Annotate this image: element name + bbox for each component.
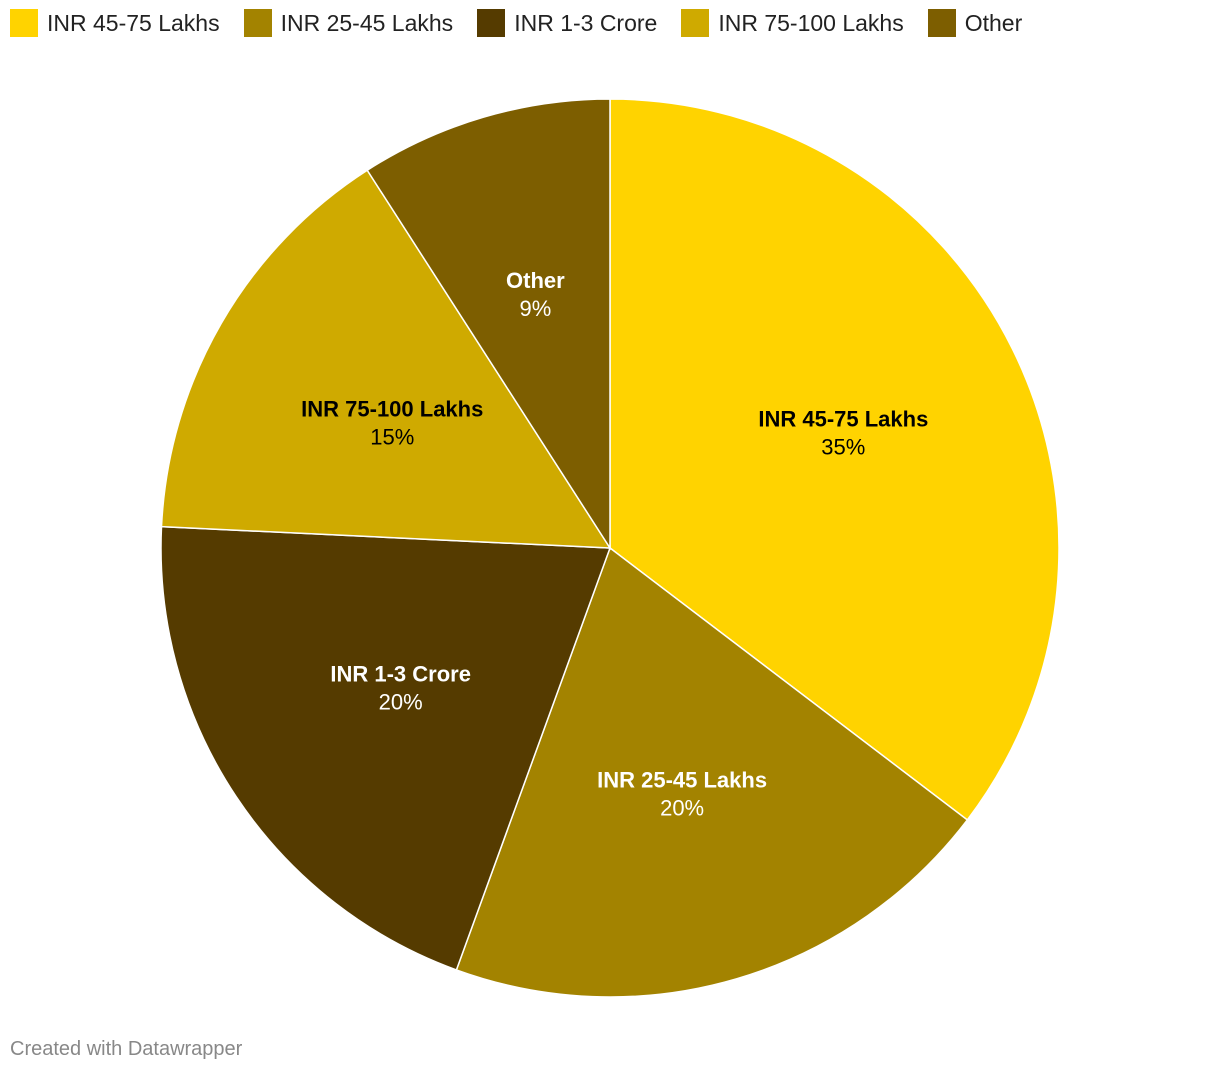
legend-item-inr-1-3-crore: INR 1-3 Crore bbox=[477, 9, 657, 37]
pie-slice-other bbox=[366, 98, 611, 551]
credit-text: Created with Datawrapper bbox=[10, 1038, 243, 1060]
legend-label: Other bbox=[964, 9, 1023, 36]
pie-labels: INR 45-75 Lakhs 35% INR 25-45 Lakhs 20% INR … bbox=[301, 268, 928, 821]
legend-label: INR 25-45 Lakhs bbox=[280, 9, 454, 36]
legend-item-inr-45-75-lakhs: INR 45-75 Lakhs bbox=[10, 9, 220, 37]
legend-label: INR 75-100 Lakhs bbox=[718, 9, 904, 36]
slice-value-label: 20% bbox=[660, 796, 704, 821]
slice-label: INR 75-100 Lakhs bbox=[301, 396, 483, 421]
slice-value-label: 35% bbox=[821, 434, 865, 459]
slice-value-label: 20% bbox=[379, 689, 423, 714]
legend-swatch bbox=[243, 9, 272, 37]
slice-label: Other bbox=[506, 268, 565, 293]
slice-label: INR 45-75 Lakhs bbox=[758, 406, 928, 431]
pie-slice-inr-1-3-crore bbox=[160, 525, 612, 971]
slice-label: INR 1-3 Crore bbox=[330, 661, 471, 686]
legend-swatch bbox=[477, 9, 506, 37]
pie-slices bbox=[160, 98, 1060, 998]
legend-label: INR 1-3 Crore bbox=[514, 9, 658, 36]
slice-value-label: 15% bbox=[370, 424, 414, 449]
legend-item-other: Other bbox=[927, 9, 1023, 37]
legend-item-inr-75-100-lakhs: INR 75-100 Lakhs bbox=[681, 9, 904, 37]
legend-swatch bbox=[681, 9, 710, 37]
pie-slice-inr-25-45-lakhs bbox=[455, 546, 969, 998]
legend-item-inr-25-45-lakhs: INR 25-45 Lakhs bbox=[243, 9, 454, 37]
legend-swatch bbox=[10, 9, 38, 37]
slice-value-label: 9% bbox=[519, 296, 551, 321]
legend-swatch bbox=[927, 9, 956, 37]
slice-label: INR 25-45 Lakhs bbox=[597, 768, 767, 793]
pie-slice-inr-75-100-lakhs bbox=[160, 169, 612, 549]
legend-label: INR 45-75 Lakhs bbox=[47, 9, 220, 36]
pie-slice-inr-45-75-lakhs bbox=[609, 98, 1060, 821]
chart-legend: INR 45-75 Lakhs INR 25-45 Lakhs INR 1-3 … bbox=[10, 9, 1022, 37]
